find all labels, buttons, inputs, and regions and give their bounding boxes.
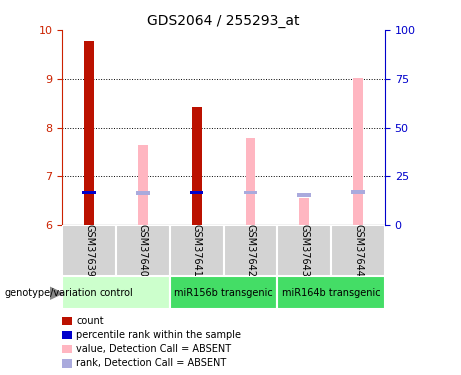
Bar: [244, 191, 257, 194]
Bar: [138, 145, 148, 225]
Polygon shape: [50, 287, 63, 299]
Text: GSM37640: GSM37640: [138, 224, 148, 277]
Bar: [297, 194, 311, 197]
Bar: [83, 191, 96, 194]
Bar: [351, 190, 365, 194]
Text: GSM37644: GSM37644: [353, 224, 363, 277]
Text: percentile rank within the sample: percentile rank within the sample: [76, 330, 241, 340]
Title: GDS2064 / 255293_at: GDS2064 / 255293_at: [148, 13, 300, 28]
Bar: [331, 225, 385, 276]
Text: GSM37643: GSM37643: [299, 224, 309, 277]
Text: genotype/variation: genotype/variation: [5, 288, 97, 298]
Bar: [170, 276, 278, 309]
Bar: [170, 225, 224, 276]
Text: GSM37639: GSM37639: [84, 224, 94, 277]
Bar: [246, 138, 255, 225]
Text: value, Detection Call = ABSENT: value, Detection Call = ABSENT: [76, 344, 231, 354]
Text: count: count: [76, 316, 104, 326]
Text: miR164b transgenic: miR164b transgenic: [282, 288, 380, 297]
Bar: [353, 78, 363, 225]
Bar: [84, 41, 94, 225]
Bar: [224, 225, 278, 276]
Bar: [62, 225, 116, 276]
Bar: [116, 225, 170, 276]
Text: rank, Detection Call = ABSENT: rank, Detection Call = ABSENT: [76, 358, 226, 368]
Bar: [278, 225, 331, 276]
Text: control: control: [99, 288, 133, 297]
Text: GSM37641: GSM37641: [192, 224, 202, 277]
Bar: [300, 198, 309, 225]
Text: miR156b transgenic: miR156b transgenic: [174, 288, 273, 297]
Bar: [62, 276, 170, 309]
Bar: [278, 276, 385, 309]
Bar: [136, 191, 150, 195]
Bar: [190, 191, 203, 194]
Text: GSM37642: GSM37642: [245, 224, 255, 277]
Bar: [192, 106, 201, 225]
